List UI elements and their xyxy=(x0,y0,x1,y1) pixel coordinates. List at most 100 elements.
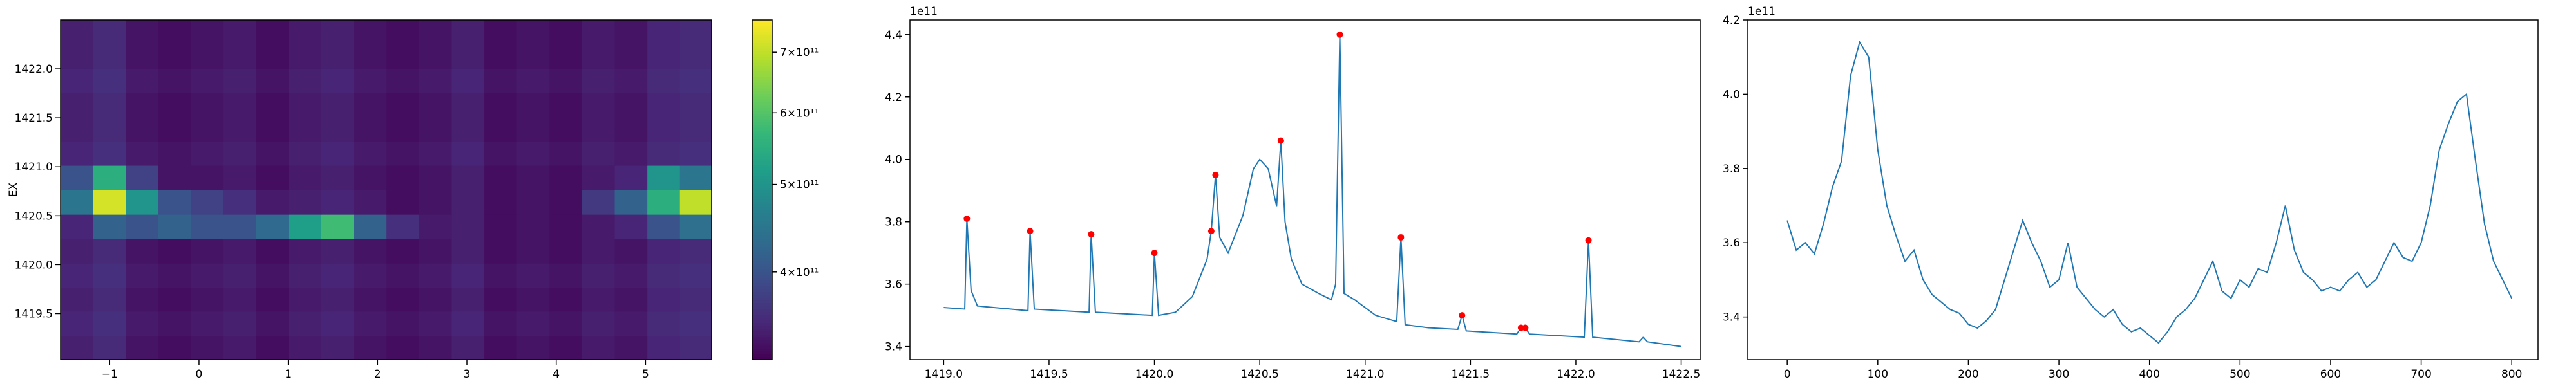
heatmap-cell xyxy=(158,68,192,93)
colorbar-step xyxy=(752,209,772,213)
colorbar-step xyxy=(752,187,772,190)
heatmap-cell xyxy=(419,44,453,69)
colorbar-step xyxy=(752,136,772,140)
heatmap-cell xyxy=(582,214,616,239)
colorbar-step xyxy=(752,147,772,151)
heatmap-cell xyxy=(289,20,322,44)
colorbar-step xyxy=(752,73,772,77)
heatmap-cell xyxy=(61,190,94,215)
heatmap-cell xyxy=(354,263,387,288)
colorbar-step xyxy=(752,113,772,117)
offset-text: 1e11 xyxy=(1748,5,1776,18)
heatmap-cell xyxy=(647,335,681,360)
colorbar-step xyxy=(752,297,772,301)
heatmap-cell xyxy=(679,335,712,360)
x-tick-label: 700 xyxy=(2410,368,2431,381)
colorbar-step xyxy=(752,317,772,320)
heatmap-cell xyxy=(386,68,420,93)
heatmap-cell xyxy=(61,311,94,336)
colorbar-step xyxy=(752,37,772,41)
colorbar-step xyxy=(752,289,772,292)
heatmap-cell xyxy=(93,311,126,336)
heatmap-cell xyxy=(126,214,159,239)
heatmap-cell xyxy=(158,239,192,264)
colorbar-step xyxy=(752,345,772,349)
colorbar-step xyxy=(752,170,772,174)
heatmap-cell xyxy=(582,165,616,190)
colorbar-step xyxy=(752,87,772,91)
heatmap-cell xyxy=(158,311,192,336)
heatmap-cell xyxy=(679,44,712,69)
x-tick-label: 1 xyxy=(285,368,292,381)
heatmap-cell xyxy=(223,44,257,69)
heatmap-cell xyxy=(614,117,648,142)
heatmap-cell xyxy=(484,311,518,336)
colorbar-step xyxy=(752,308,772,312)
colorbar-step xyxy=(752,102,772,106)
colorbar-step xyxy=(752,93,772,97)
x-tick-label: 1419.5 xyxy=(1030,368,1068,381)
heatmap-cell xyxy=(549,263,583,288)
peak-marker xyxy=(1397,234,1405,241)
heatmap-cell xyxy=(451,117,485,142)
heatmap-cell xyxy=(582,239,616,264)
heatmap-cell xyxy=(61,20,94,44)
heatmap-cell xyxy=(614,190,648,215)
colorbar-step xyxy=(752,178,772,182)
heatmap-cell xyxy=(158,44,192,69)
peak-marker xyxy=(1212,171,1219,178)
heatmap-cell xyxy=(289,287,322,312)
x-tick-label: 600 xyxy=(2320,368,2341,381)
heatmap-cell xyxy=(516,93,550,118)
colorbar-step xyxy=(752,20,772,23)
heatmap-cell xyxy=(126,68,159,93)
colorbar-step xyxy=(752,291,772,295)
y-tick-label: 1421.5 xyxy=(15,112,53,125)
colorbar-step xyxy=(752,255,772,259)
heatmap-cell xyxy=(256,335,289,360)
colorbar-step xyxy=(752,280,772,284)
colorbar-step xyxy=(752,221,772,225)
heatmap-cell xyxy=(647,141,681,166)
heatmap-cell xyxy=(256,239,289,264)
heatmap-cell xyxy=(61,44,94,69)
heatmap-cell xyxy=(61,68,94,93)
heatmap-cell xyxy=(321,263,355,288)
heatmap-cell xyxy=(582,311,616,336)
y-tick-label: 4.2 xyxy=(885,91,902,104)
heatmap-cell xyxy=(93,68,126,93)
heatmap-cell xyxy=(419,214,453,239)
x-tick-label: 1421.0 xyxy=(1346,368,1384,381)
heatmap-cell xyxy=(647,287,681,312)
heatmap-cell xyxy=(614,68,648,93)
colorbar-step xyxy=(752,59,772,63)
colorbar-step xyxy=(752,342,772,346)
heatmap-cell xyxy=(354,335,387,360)
heatmap-cell xyxy=(321,287,355,312)
heatmap-cell xyxy=(614,311,648,336)
heatmap-cell xyxy=(419,287,453,312)
heatmap-cell xyxy=(289,214,322,239)
y-tick-label: 3.6 xyxy=(1723,237,1740,250)
heatmap-cell xyxy=(93,335,126,360)
heatmap-cell xyxy=(321,141,355,166)
heatmap-cell xyxy=(386,117,420,142)
heatmap-cell xyxy=(191,239,224,264)
heatmap-cell xyxy=(354,311,387,336)
x-tick-label: 4 xyxy=(553,368,560,381)
colorbar-step xyxy=(752,201,772,205)
heatmap-cell xyxy=(289,335,322,360)
colorbar-step xyxy=(752,51,772,55)
colorbar-step xyxy=(752,286,772,290)
heatmap-cell xyxy=(223,287,257,312)
heatmap-cell xyxy=(191,93,224,118)
heatmap-cell xyxy=(256,190,289,215)
colorbar-step xyxy=(752,322,772,326)
colorbar-step xyxy=(752,53,772,57)
heatmap-cell xyxy=(223,239,257,264)
heatmap-cell xyxy=(582,20,616,44)
heatmap-cell xyxy=(582,117,616,142)
x-tick-label: 5 xyxy=(642,368,649,381)
y-tick-label: 4.4 xyxy=(885,29,902,42)
heatmap-cell xyxy=(614,263,648,288)
